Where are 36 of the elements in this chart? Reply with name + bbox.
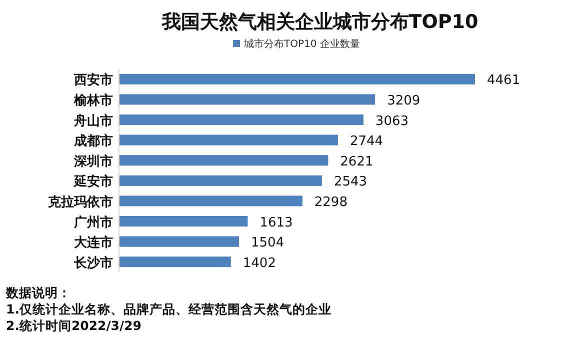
data-label: 2744 (350, 134, 384, 150)
chart-title: 我国天然气相关企业城市分布TOP10 (160, 11, 478, 33)
data-label: 3063 (375, 114, 409, 129)
bar (119, 196, 302, 206)
y-tick-label: 舟山市 (73, 112, 113, 129)
text: 数据说明： (5, 285, 71, 300)
bar (119, 216, 248, 227)
data-label: 3209 (387, 93, 420, 108)
bar (119, 74, 475, 84)
bar (119, 114, 364, 126)
y-tick-label: 克拉玛依市 (47, 194, 113, 210)
data-label: 1613 (260, 215, 293, 230)
text: 2.统计时间2022/3/29 (6, 318, 142, 333)
data-label: 1402 (242, 256, 276, 271)
y-tick-label: 大连市 (74, 234, 113, 251)
data-label: 1504 (251, 236, 284, 251)
y-tick-label: 延安市 (73, 174, 113, 190)
y-tick-label: 广州市 (73, 214, 113, 230)
bar (119, 256, 231, 268)
bar (119, 236, 240, 247)
y-tick-label: 深圳市 (73, 153, 113, 170)
legend: 城市分布TOP10 企业数量 (233, 39, 360, 50)
text: 1.仅统计企业名称、品牌产品、经营范围含天然气的企业 (6, 302, 332, 316)
data-label: 2621 (340, 154, 374, 170)
bar (119, 134, 338, 146)
data-label: 2543 (334, 174, 368, 190)
bar (119, 155, 328, 166)
plot: 西安市 4461 榆林市 3209 舟山市 3063 成都市 2744 深圳市 2621 延安市 2543 克拉玛依市 2298 广州市 1613 大连市 1504 长沙市 1402 (48, 68, 520, 272)
y-tick-label: 榆林市 (73, 92, 113, 108)
bar (119, 94, 376, 105)
y-tick-label: 成都市 (73, 133, 113, 150)
y-tick-label: 西安市 (73, 72, 113, 88)
y-tick-label: 长沙市 (73, 254, 113, 271)
data-label: 2298 (314, 194, 348, 210)
bar (119, 175, 322, 186)
data-label: 4461 (487, 73, 520, 88)
